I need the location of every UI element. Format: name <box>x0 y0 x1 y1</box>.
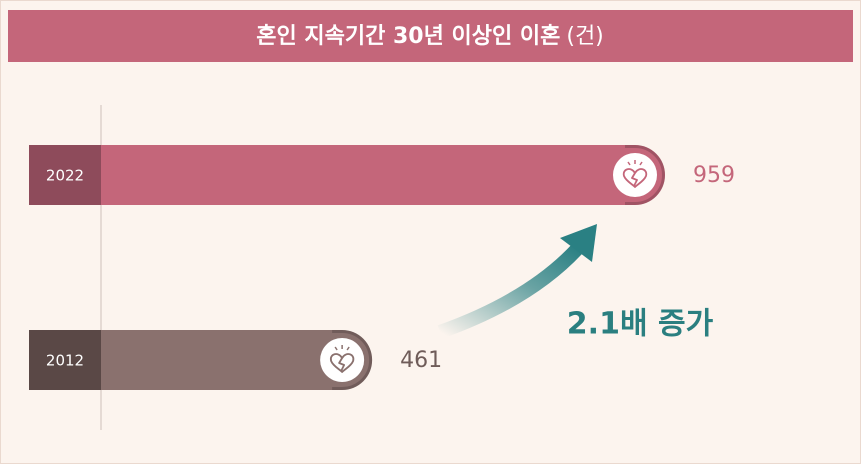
icon-sparks <box>627 160 643 166</box>
unit: (건) <box>566 24 603 49</box>
value-label: 461 <box>400 348 442 373</box>
icon-circle <box>613 153 657 197</box>
arrow <box>437 243 584 339</box>
bar-cap-outline <box>332 330 373 390</box>
bar <box>101 145 665 205</box>
value-label: 959 <box>693 163 735 188</box>
bar <box>101 330 373 390</box>
bar-cap-outline <box>625 145 665 205</box>
chart-title: 혼인 지속기간 30년 이상인 이혼 (건) <box>256 24 604 49</box>
category-box <box>29 145 101 205</box>
category-label: 2022 <box>46 167 84 185</box>
icon-circle <box>320 338 365 382</box>
broken-heart-icon <box>329 353 355 373</box>
broken-heart-icon <box>622 168 648 188</box>
icon-sparks <box>334 345 350 351</box>
title-text: 혼인 지속기간 30년 이상인 이혼 <box>256 24 560 49</box>
category-box <box>29 330 101 390</box>
category-label: 2012 <box>46 352 84 370</box>
arrow-head <box>560 224 597 262</box>
annotation: 2.1배 증가 <box>567 307 714 342</box>
title-bar <box>8 10 853 62</box>
